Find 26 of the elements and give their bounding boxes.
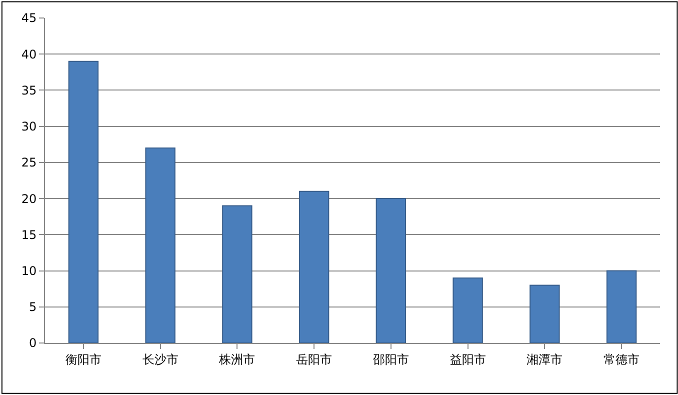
x-tick-label: 益阳市 — [450, 352, 486, 366]
x-tick-label: 长沙市 — [142, 352, 178, 366]
bar — [222, 205, 252, 343]
x-tick-label: 常德市 — [604, 352, 640, 366]
x-tick-label: 邵阳市 — [372, 352, 409, 366]
y-tick-label: 25 — [21, 156, 37, 170]
x-tick-label: 岳阳市 — [296, 352, 332, 366]
bar — [452, 278, 483, 343]
x-tick-label: 株洲市 — [218, 352, 256, 366]
y-tick-label: 10 — [21, 264, 37, 278]
x-tick-label: 湘潭市 — [526, 352, 563, 366]
bar — [376, 198, 406, 343]
bar — [68, 60, 99, 343]
bar — [530, 284, 560, 343]
y-tick-label: 5 — [28, 300, 37, 314]
y-tick-label: 40 — [21, 47, 37, 62]
x-tick-label: 衡阳市 — [65, 352, 102, 366]
bar — [298, 190, 330, 343]
y-tick-label: 45 — [21, 11, 37, 26]
y-tick-label: 30 — [21, 120, 37, 134]
y-tick-label: 35 — [21, 83, 37, 98]
y-tick-label: 0 — [28, 336, 37, 350]
bar — [145, 148, 176, 343]
bar — [606, 270, 637, 343]
y-tick-label: 15 — [21, 228, 37, 242]
y-tick-label: 20 — [21, 192, 37, 206]
